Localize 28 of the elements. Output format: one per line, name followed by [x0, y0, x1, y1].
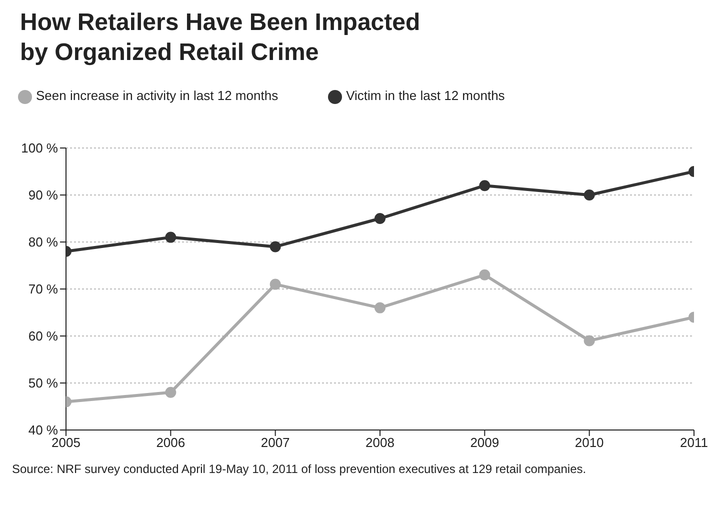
point — [165, 386, 176, 398]
x-tick-label: 2010 — [574, 435, 604, 450]
point — [270, 241, 281, 252]
legend-label: Victim in the last 12 months — [346, 88, 505, 103]
chart-title: How Retailers Have Been Impacted by Organized Retail Crime — [20, 8, 422, 68]
point — [479, 269, 490, 280]
y-tick-label: 50 % — [28, 376, 58, 391]
y-tick-label: 60 % — [28, 328, 58, 344]
x-tick-label: 2008 — [366, 435, 394, 450]
x-tick-label: 2006 — [156, 435, 186, 450]
y-tick-label: 90 % — [28, 188, 58, 203]
x-tick-label: 2009 — [470, 435, 500, 450]
point — [165, 232, 176, 243]
point — [270, 278, 281, 290]
y-tick-label: 100 % — [21, 140, 58, 156]
x-tick-label: 2011 — [680, 435, 708, 450]
point — [584, 335, 595, 346]
point — [584, 190, 595, 200]
legend-label: Seen increase in activity in last 12 months — [36, 88, 278, 103]
y-tick-label: 40 % — [28, 422, 58, 438]
y-tick-label: 80 % — [28, 234, 58, 250]
point — [479, 180, 490, 192]
source-note: Source: NRF survey conducted April 19-May 10, 2011 of loss prevention executives at 129 retail companies. — [12, 462, 588, 476]
y-tick-label: 70 % — [28, 282, 58, 297]
point — [374, 302, 386, 314]
x-tick-label: 2005 — [52, 435, 80, 450]
x-tick-label: 2007 — [260, 435, 290, 450]
point — [374, 213, 386, 224]
